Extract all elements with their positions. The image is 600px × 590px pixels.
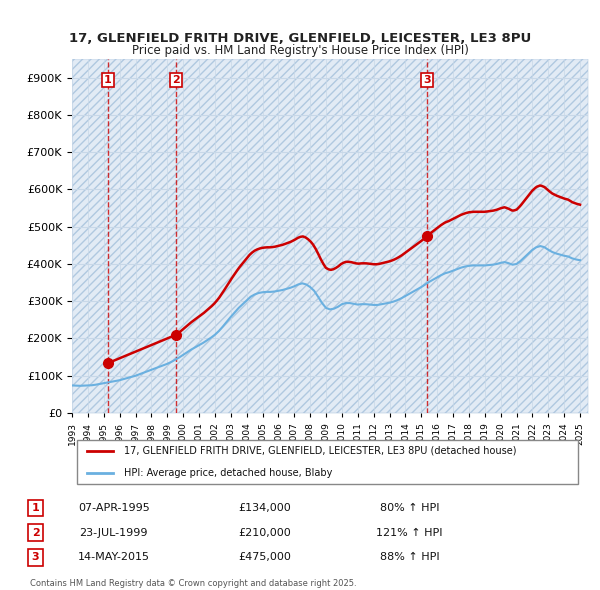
Text: 1: 1 [104, 76, 112, 85]
Text: £210,000: £210,000 [238, 527, 291, 537]
Text: 3: 3 [32, 552, 40, 562]
Text: 23-JUL-1999: 23-JUL-1999 [79, 527, 148, 537]
Text: Contains HM Land Registry data © Crown copyright and database right 2025.
This d: Contains HM Land Registry data © Crown c… [30, 579, 356, 590]
Text: 3: 3 [424, 76, 431, 85]
Text: 17, GLENFIELD FRITH DRIVE, GLENFIELD, LEICESTER, LE3 8PU (detached house): 17, GLENFIELD FRITH DRIVE, GLENFIELD, LE… [124, 445, 516, 455]
Text: 17, GLENFIELD FRITH DRIVE, GLENFIELD, LEICESTER, LE3 8PU: 17, GLENFIELD FRITH DRIVE, GLENFIELD, LE… [69, 32, 531, 45]
Text: 14-MAY-2015: 14-MAY-2015 [78, 552, 150, 562]
Text: 121% ↑ HPI: 121% ↑ HPI [376, 527, 443, 537]
FancyBboxPatch shape [77, 440, 578, 484]
Text: 2: 2 [172, 76, 180, 85]
Text: HPI: Average price, detached house, Blaby: HPI: Average price, detached house, Blab… [124, 468, 332, 478]
Text: 80% ↑ HPI: 80% ↑ HPI [380, 503, 439, 513]
Text: Price paid vs. HM Land Registry's House Price Index (HPI): Price paid vs. HM Land Registry's House … [131, 44, 469, 57]
Text: 2: 2 [32, 527, 40, 537]
Text: 07-APR-1995: 07-APR-1995 [78, 503, 149, 513]
Text: £134,000: £134,000 [238, 503, 291, 513]
Text: 88% ↑ HPI: 88% ↑ HPI [380, 552, 439, 562]
Text: 1: 1 [32, 503, 40, 513]
Text: £475,000: £475,000 [238, 552, 291, 562]
